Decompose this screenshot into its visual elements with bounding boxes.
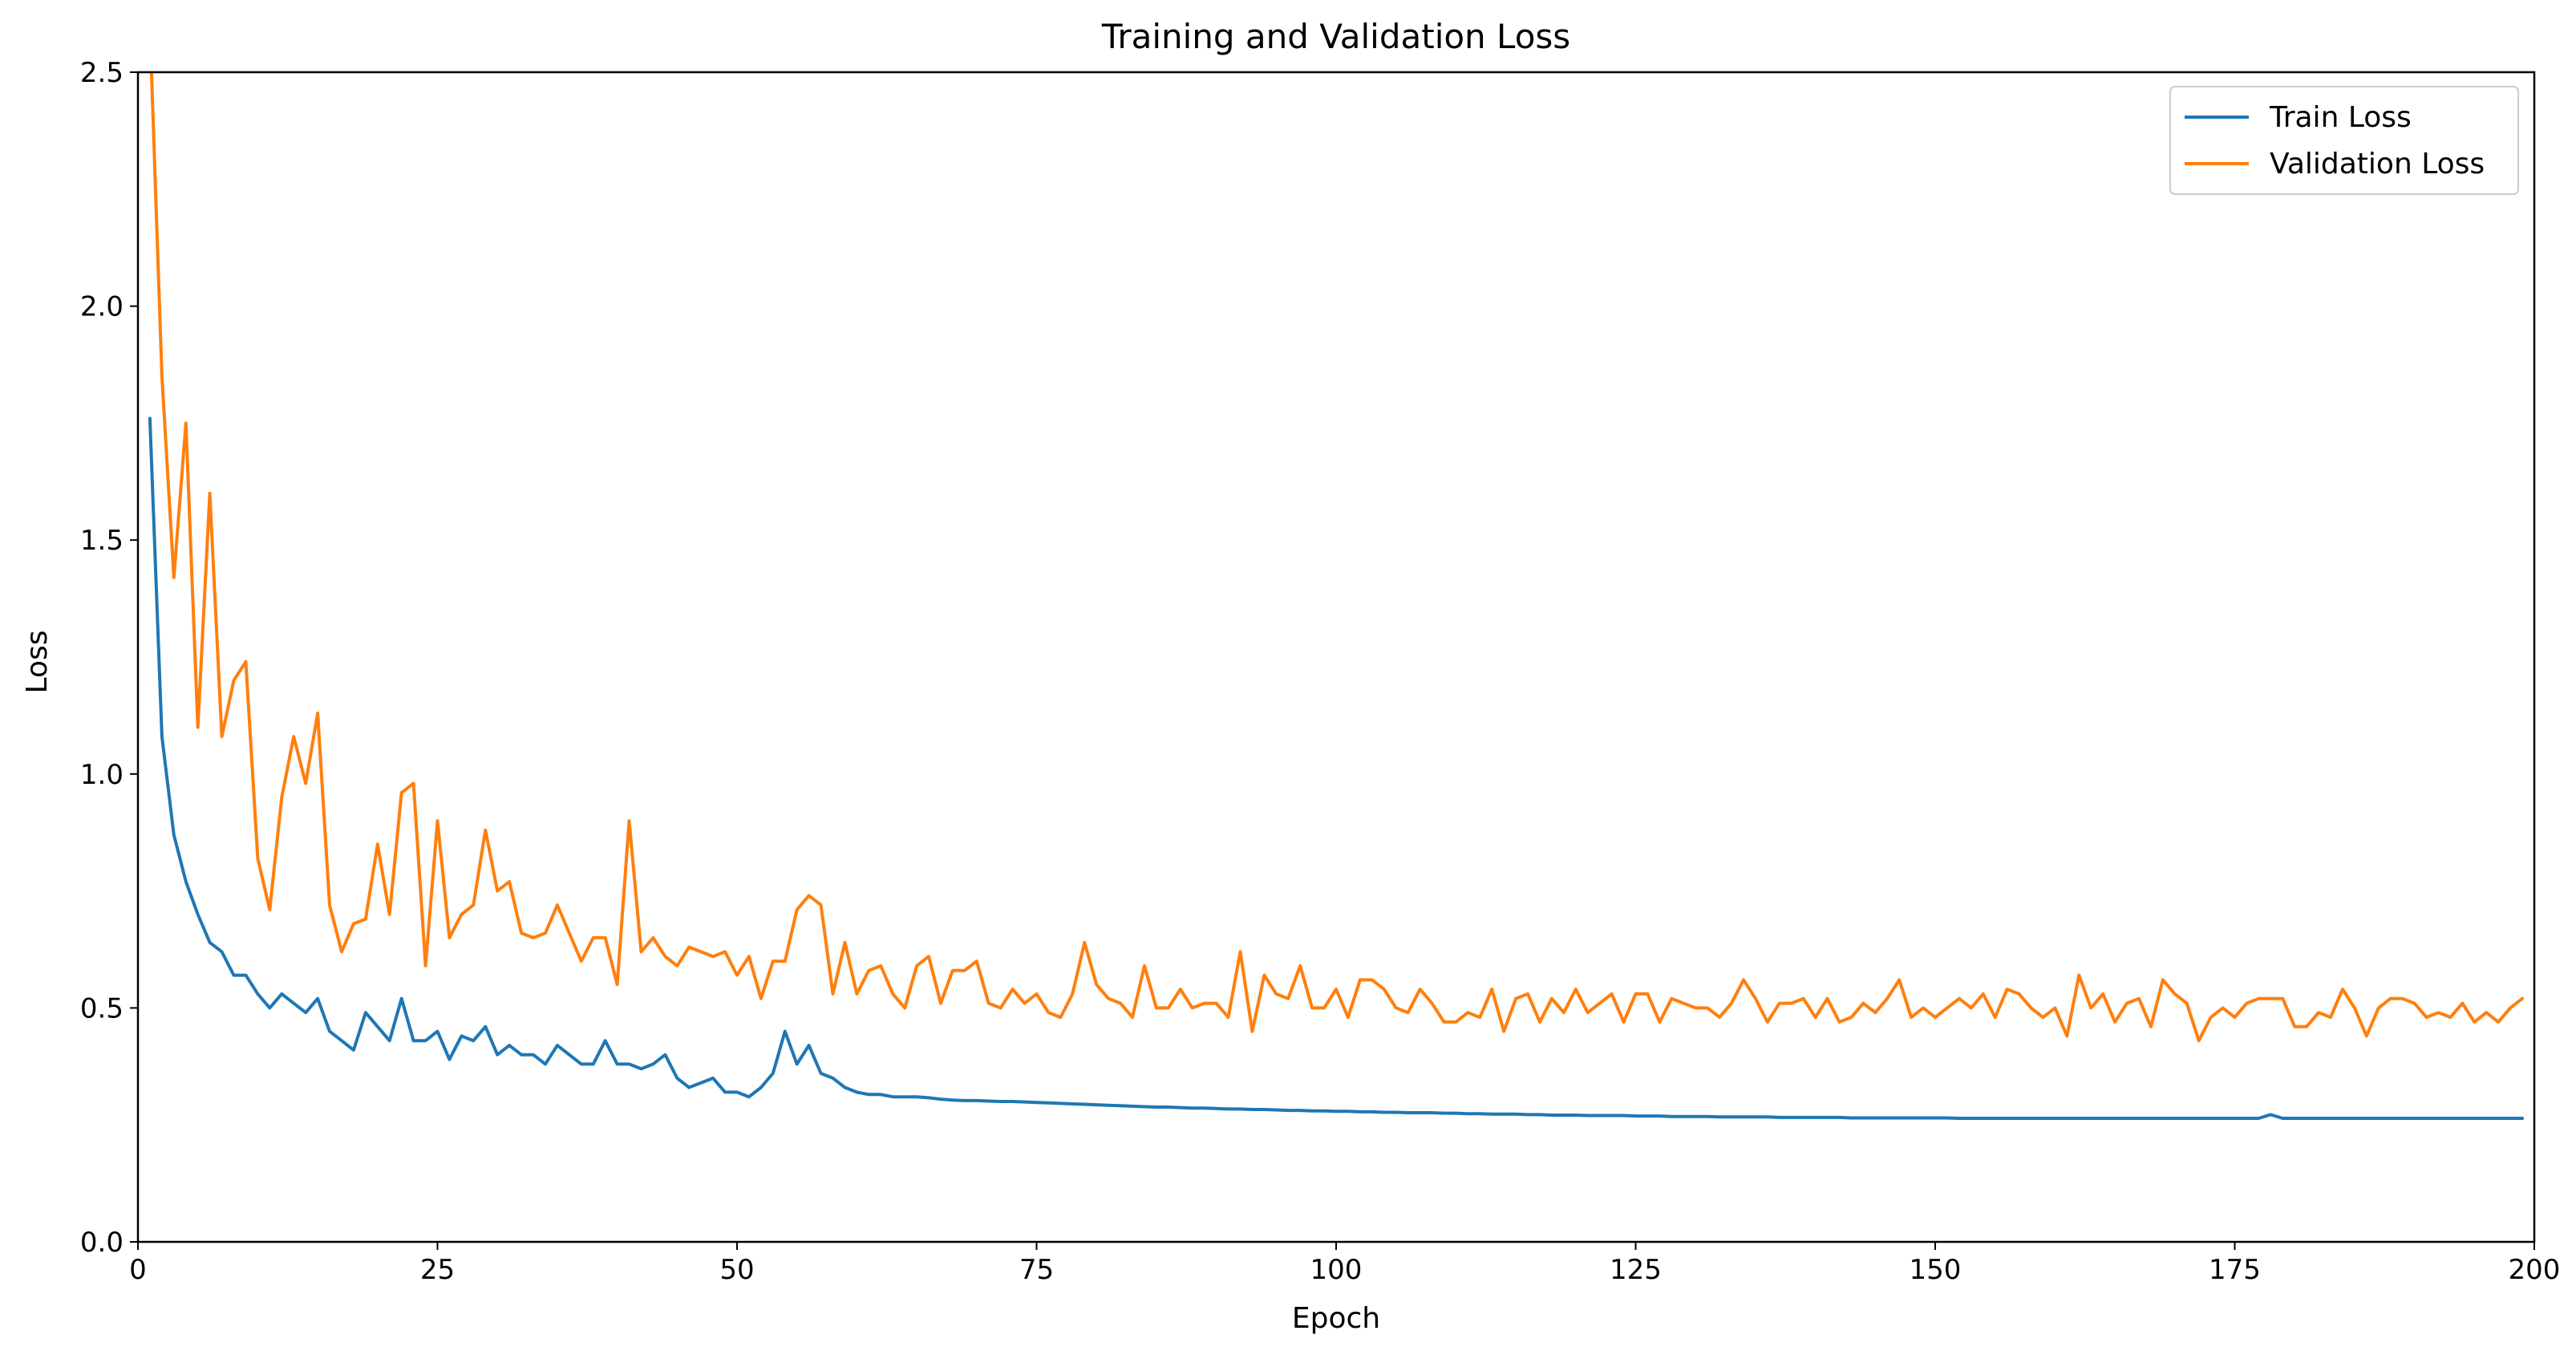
y-tick-label: 0.5	[80, 992, 124, 1024]
x-tick-label: 75	[1019, 1254, 1054, 1286]
y-tick-label: 1.5	[80, 525, 124, 557]
legend: Train Loss Validation Loss	[2169, 86, 2519, 195]
y-axis-label: Loss	[21, 631, 54, 694]
series-layer	[148, 72, 2525, 1120]
x-tick-label: 200	[2509, 1254, 2561, 1286]
y-tick-label: 2.5	[80, 57, 124, 89]
x-axis-label: Epoch	[1292, 1302, 1380, 1335]
y-tick-label: 2.0	[80, 291, 124, 323]
ticks-layer: 0 25 50 75 100 125 150 175 200 0.0 0.5 1.0 1.5 2.0 2.5	[80, 57, 2561, 1286]
x-tick-label: 175	[2209, 1254, 2261, 1286]
x-tick-label: 0	[129, 1254, 147, 1286]
series-line-validation-loss	[149, 72, 2525, 1043]
x-tick-label: 150	[1910, 1254, 1962, 1286]
y-tick-label: 1.0	[80, 759, 124, 791]
x-tick-label: 50	[719, 1254, 754, 1286]
x-tick-label: 25	[420, 1254, 455, 1286]
x-tick-label: 100	[1310, 1254, 1363, 1286]
legend-label: Validation Loss	[2270, 148, 2485, 181]
plot-area-frame	[136, 71, 2536, 1243]
legend-box	[2169, 86, 2519, 195]
chart-title: Training and Validation Loss	[1101, 17, 1570, 56]
legend-label: Train Loss	[2269, 101, 2412, 134]
y-tick-label: 0.0	[80, 1227, 124, 1259]
x-tick-label: 125	[1610, 1254, 1662, 1286]
series-line-train-loss	[148, 416, 2525, 1120]
